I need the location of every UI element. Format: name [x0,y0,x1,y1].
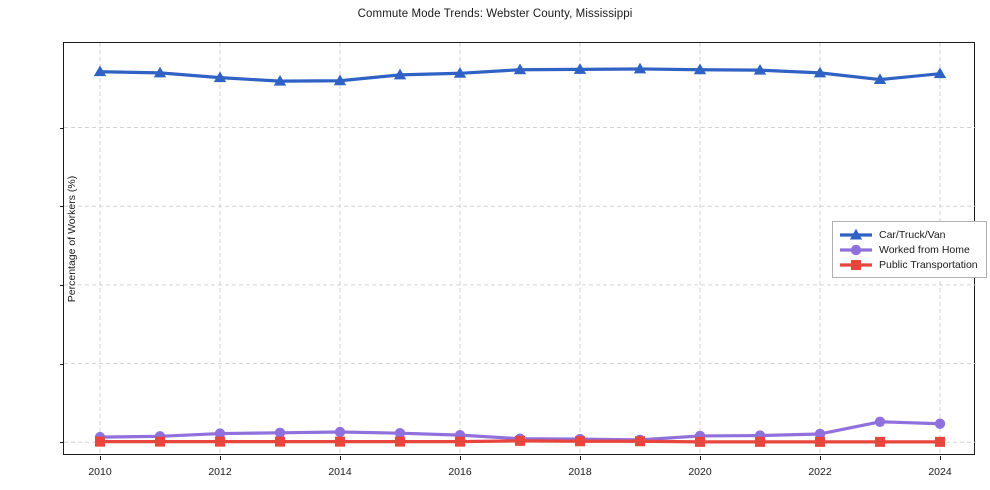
data-point-circle [874,416,886,427]
data-point-square [215,436,225,447]
data-point-triangle [333,74,347,86]
x-tick-mark [580,456,581,460]
data-point-square [155,436,165,447]
series-2 [95,435,945,447]
data-point-square [455,436,465,447]
legend-marker-triangle-icon [839,228,873,242]
legend-item-1[interactable]: Worked from Home [839,242,978,257]
y-tick-mark [60,127,64,129]
data-point-triangle [273,74,287,86]
x-tick-mark [820,456,821,460]
x-tick-label: 2010 [88,466,112,478]
chart-title: Commute Mode Trends: Webster County, Mis… [357,8,633,20]
data-point-triangle [693,63,707,75]
data-point-square [515,435,525,446]
x-tick-mark [220,456,221,460]
legend-label: Car/Truck/Van [879,228,946,241]
data-point-square [575,436,585,447]
x-tick-label: 2020 [688,466,712,478]
data-point-circle [334,426,346,438]
x-tick-mark [100,456,101,460]
x-tick-label: 2022 [808,466,832,478]
series-layer [93,62,947,447]
y-tick-mark [60,284,64,286]
data-point-square [395,436,405,447]
chart-legend: Car/Truck/Van Worked from Home Public Tran… [832,221,987,278]
data-point-triangle [93,65,107,77]
data-point-triangle [513,63,527,75]
legend-marker-circle-icon [839,243,873,257]
data-point-circle [214,428,226,439]
data-point-triangle [753,63,767,75]
data-point-circle [394,427,406,439]
data-point-triangle [873,73,887,85]
x-tick-mark [940,456,941,460]
y-tick-mark [60,442,64,444]
y-tick-mark [60,206,64,208]
y-axis-title: Percentage of Workers (%) [66,175,78,303]
data-point-triangle [813,66,827,78]
data-point-square [815,436,825,447]
data-point-triangle [573,63,587,74]
x-tick-label: 2024 [928,466,952,478]
x-tick-label: 2012 [208,466,232,478]
legend-label: Public Transportation [879,258,978,271]
data-point-square [875,436,885,447]
data-point-triangle [633,62,647,74]
data-point-triangle [153,66,167,78]
data-point-triangle [213,71,227,83]
legend-item-2[interactable]: Public Transportation [839,257,978,272]
data-point-triangle [933,67,947,79]
data-point-circle [274,427,286,438]
data-point-square [695,436,705,447]
legend-marker-square-icon [839,258,873,272]
data-point-circle [850,244,862,255]
x-tick-label: 2018 [568,466,592,478]
data-point-square [755,436,765,447]
data-point-circle [814,428,826,440]
data-point-triangle [453,67,467,78]
data-point-square [935,436,945,447]
data-point-square [635,436,645,447]
series-0 [93,62,947,86]
x-tick-label: 2014 [328,466,352,478]
legend-item-0[interactable]: Car/Truck/Van [839,227,978,242]
data-point-circle [934,418,946,429]
x-tick-mark [340,456,341,460]
data-point-square [851,259,861,270]
legend-label: Worked from Home [879,243,970,256]
data-point-square [335,436,345,447]
data-point-square [95,436,105,447]
data-point-triangle [393,68,407,80]
x-tick-mark [700,456,701,460]
x-tick-mark [460,456,461,460]
data-point-triangle [849,228,863,239]
y-tick-mark [60,363,64,365]
data-point-square [275,436,285,447]
x-tick-label: 2016 [448,466,472,478]
